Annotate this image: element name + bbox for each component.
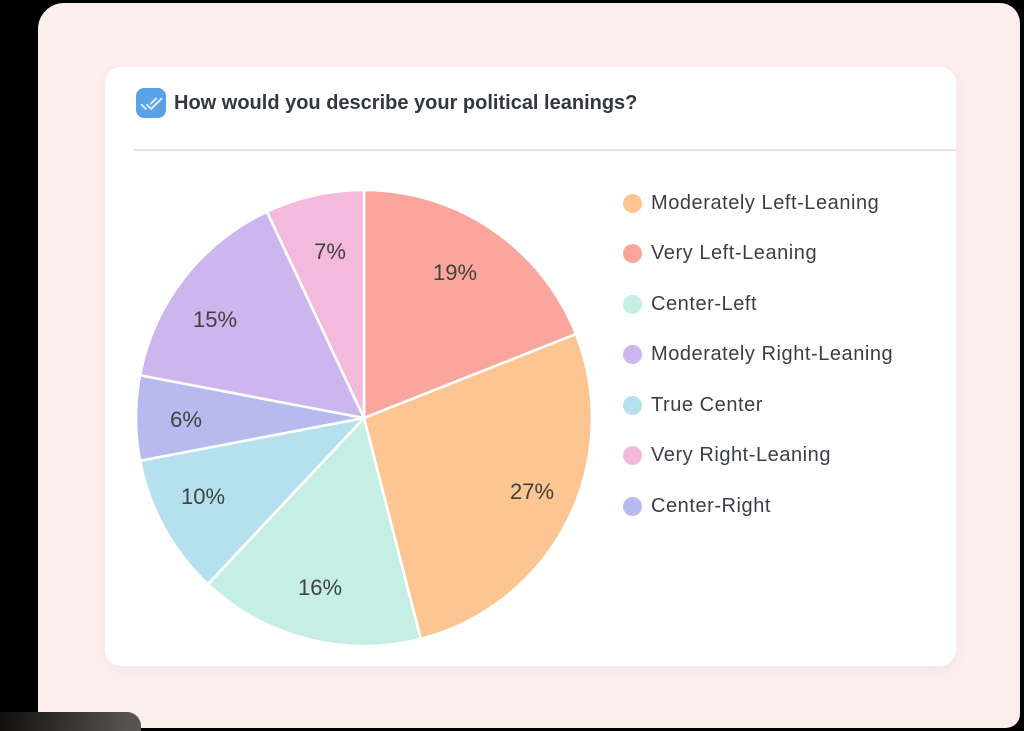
svg-text:6%: 6%	[170, 407, 202, 432]
svg-text:15%: 15%	[193, 307, 237, 332]
svg-text:19%: 19%	[433, 260, 477, 285]
svg-text:16%: 16%	[298, 575, 342, 600]
svg-text:7%: 7%	[314, 239, 346, 264]
svg-text:10%: 10%	[181, 484, 225, 509]
svg-text:27%: 27%	[510, 479, 554, 504]
